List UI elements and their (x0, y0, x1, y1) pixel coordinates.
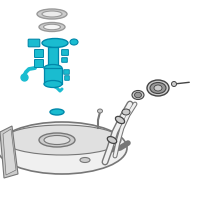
FancyBboxPatch shape (28, 39, 40, 47)
Polygon shape (3, 129, 16, 175)
Ellipse shape (115, 116, 125, 124)
Ellipse shape (80, 158, 90, 162)
FancyBboxPatch shape (64, 70, 69, 74)
FancyBboxPatch shape (35, 60, 44, 68)
Ellipse shape (132, 90, 144, 99)
FancyBboxPatch shape (44, 68, 62, 84)
Ellipse shape (107, 137, 117, 143)
Ellipse shape (154, 85, 162, 91)
Ellipse shape (172, 82, 177, 86)
Ellipse shape (39, 133, 75, 147)
Ellipse shape (70, 39, 78, 45)
Ellipse shape (44, 64, 62, 72)
Ellipse shape (98, 109, 102, 113)
Ellipse shape (44, 24, 60, 30)
FancyBboxPatch shape (65, 76, 69, 80)
Ellipse shape (122, 109, 130, 115)
FancyBboxPatch shape (48, 47, 58, 67)
Ellipse shape (44, 136, 70, 144)
Ellipse shape (39, 22, 65, 31)
Ellipse shape (3, 125, 121, 155)
Ellipse shape (42, 38, 68, 47)
Ellipse shape (150, 82, 166, 94)
Ellipse shape (44, 80, 62, 88)
Polygon shape (0, 126, 18, 178)
Ellipse shape (37, 9, 67, 19)
FancyBboxPatch shape (62, 58, 67, 62)
FancyBboxPatch shape (35, 49, 44, 58)
Ellipse shape (50, 109, 64, 115)
Ellipse shape (42, 11, 62, 17)
FancyBboxPatch shape (62, 50, 68, 55)
Ellipse shape (0, 122, 127, 174)
Ellipse shape (147, 80, 169, 96)
Ellipse shape (134, 92, 142, 98)
